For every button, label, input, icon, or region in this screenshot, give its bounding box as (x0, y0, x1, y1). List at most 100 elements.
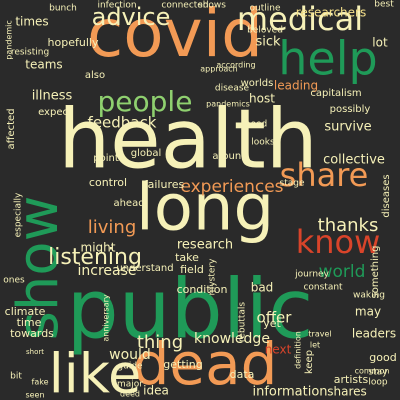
cloud-word: getting (163, 358, 202, 371)
cloud-word: bunch (49, 4, 77, 14)
cloud-word: also (85, 70, 105, 81)
cloud-word: living (88, 217, 137, 238)
cloud-word: long (136, 172, 274, 246)
cloud-word: world (319, 262, 366, 282)
cloud-word: something (370, 246, 381, 299)
cloud-word: towards (10, 327, 54, 340)
cloud-word: connected (161, 1, 208, 11)
cloud-word: lot (372, 36, 388, 50)
cloud-word: help (278, 32, 377, 86)
cloud-word: may (355, 305, 381, 319)
cloud-word: shares (327, 385, 367, 399)
cloud-word: sick (255, 35, 281, 50)
cloud-word: seen (25, 391, 44, 400)
cloud-word: global (131, 148, 162, 159)
cloud-word: hopefully (48, 36, 99, 49)
cloud-word: field (180, 263, 204, 276)
cloud-word: dead (133, 330, 278, 398)
cloud-word: possibly (330, 104, 371, 115)
cloud-word: common (355, 367, 390, 376)
cloud-word: rebuttals (238, 302, 248, 343)
cloud-word: travel (308, 330, 331, 339)
cloud-word: yet (263, 317, 281, 330)
cloud-word: fake (32, 378, 49, 387)
cloud-word: research (177, 238, 233, 253)
cloud-word: expect (38, 107, 72, 118)
cloud-word: according (216, 61, 255, 70)
cloud-word: condition (177, 283, 228, 296)
cloud-word: disease (215, 84, 250, 94)
cloud-word: like (49, 343, 142, 400)
cloud-word: public (67, 262, 314, 357)
cloud-word: know (296, 223, 381, 261)
cloud-word: need (245, 120, 268, 130)
cloud-word: especially (14, 192, 24, 237)
cloud-word: good (369, 351, 396, 364)
cloud-word: offer (257, 309, 293, 327)
cloud-word: take (175, 251, 199, 264)
cloud-word: stage (280, 179, 305, 189)
cloud-word: times (15, 15, 48, 29)
cloud-word: major (117, 380, 143, 390)
cloud-word: advice (92, 3, 171, 31)
cloud-word: pandemics (206, 100, 250, 109)
cloud-word: outline (250, 4, 281, 14)
cloud-word: best (374, 0, 394, 10)
cloud-word: artists (334, 373, 369, 386)
cloud-word: covid (87, 0, 263, 72)
cloud-word: teams (25, 58, 62, 72)
cloud-word: experiences (180, 177, 283, 197)
cloud-word: health (58, 92, 318, 187)
cloud-word: ahead (113, 198, 144, 209)
cloud-word: understand (116, 263, 173, 274)
cloud-word: point (93, 153, 119, 164)
cloud-word: journey (294, 270, 329, 280)
cloud-word: survive (324, 120, 371, 135)
cloud-word: stay (368, 368, 388, 378)
cloud-word: time (17, 316, 42, 329)
cloud-word: thing (137, 332, 183, 353)
cloud-word: host (249, 92, 275, 106)
cloud-word: would (109, 347, 151, 363)
cloud-word: keep (304, 350, 315, 374)
cloud-word: increase (77, 263, 136, 279)
cloud-word: share (280, 156, 369, 194)
cloud-word: guide (117, 362, 143, 372)
cloud-word: information (252, 385, 327, 400)
cloud-word: collective (323, 153, 385, 168)
cloud-word: failures (144, 178, 185, 191)
cloud-word: let (310, 341, 320, 350)
cloud-word: control (89, 176, 127, 189)
cloud-word: affected (6, 108, 17, 149)
cloud-word: idea (143, 384, 169, 398)
cloud-word: loop (368, 378, 388, 388)
cloud-word: climate (5, 305, 46, 318)
cloud-word: people (98, 85, 193, 118)
cloud-word: might (81, 241, 116, 255)
cloud-word: short (26, 348, 44, 356)
cloud-word: infection (97, 1, 136, 11)
cloud-word: deed (120, 390, 140, 399)
cloud-word: definition (294, 331, 303, 369)
cloud-word: pandemic (5, 20, 14, 59)
cloud-word: data (230, 368, 255, 381)
cloud-word: researchers (296, 6, 366, 20)
cloud-word: illness (32, 89, 73, 104)
cloud-word: approach (200, 65, 237, 74)
cloud-word: knowledge (194, 331, 270, 347)
cloud-word: diseases (381, 174, 392, 217)
cloud-word: looks (251, 138, 275, 148)
cloud-word: capitalism (310, 88, 361, 99)
cloud-word: leading (274, 79, 318, 93)
cloud-word: mystery (208, 258, 218, 296)
cloud-word: next (265, 343, 292, 357)
cloud-word: resisting (11, 48, 49, 58)
cloud-word: ones (3, 276, 25, 286)
cloud-word: shows (198, 1, 226, 11)
cloud-word: bad (251, 281, 274, 295)
cloud-word: feedback (88, 114, 157, 132)
cloud-word: thanks (318, 215, 379, 236)
